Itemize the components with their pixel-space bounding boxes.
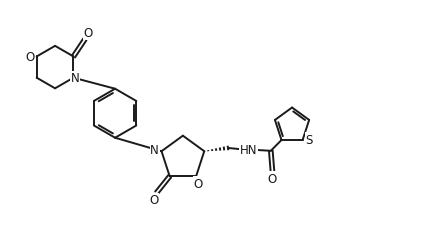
Text: HN: HN	[239, 143, 257, 156]
Text: N: N	[150, 143, 159, 156]
Text: S: S	[305, 133, 313, 146]
Text: O: O	[83, 27, 93, 40]
Text: O: O	[150, 193, 159, 206]
Text: N: N	[71, 72, 80, 85]
Text: O: O	[268, 172, 277, 185]
Text: O: O	[25, 51, 35, 64]
Text: O: O	[194, 177, 203, 190]
